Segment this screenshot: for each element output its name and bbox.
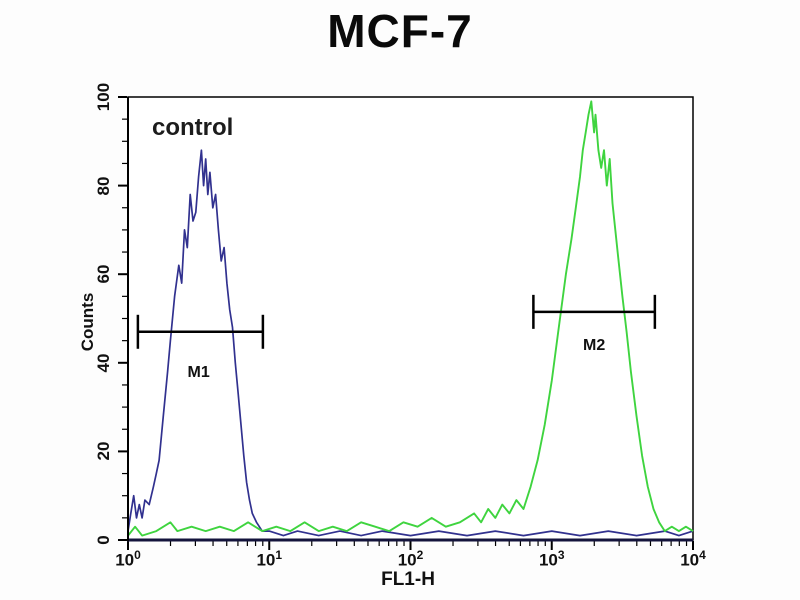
y-tick-label: 20 [94, 441, 113, 461]
chart-title: MCF-7 [327, 5, 473, 57]
gate-label-M2: M2 [583, 337, 606, 355]
series-trace-green [127, 100, 694, 537]
x-tick-label: 103 [538, 548, 565, 570]
x-tick-label: 102 [397, 548, 424, 570]
y-tick-label: 0 [94, 535, 113, 545]
x-axis-label: FL1-H [381, 569, 435, 590]
y-axis-label: Counts [78, 292, 97, 352]
y-tick-label: 40 [94, 353, 113, 373]
series-trace-control [127, 149, 694, 537]
y-tick-label: 80 [94, 176, 113, 196]
x-tick-label: 101 [256, 548, 283, 570]
x-tick-label: 100 [115, 548, 141, 570]
x-tick-label: 104 [680, 548, 706, 570]
plot-frame [127, 96, 694, 541]
y-tick-label: 100 [94, 82, 113, 112]
control-annotation: control [152, 114, 234, 141]
gate-label-M1: M1 [187, 363, 210, 381]
y-tick-label: 60 [94, 264, 113, 284]
